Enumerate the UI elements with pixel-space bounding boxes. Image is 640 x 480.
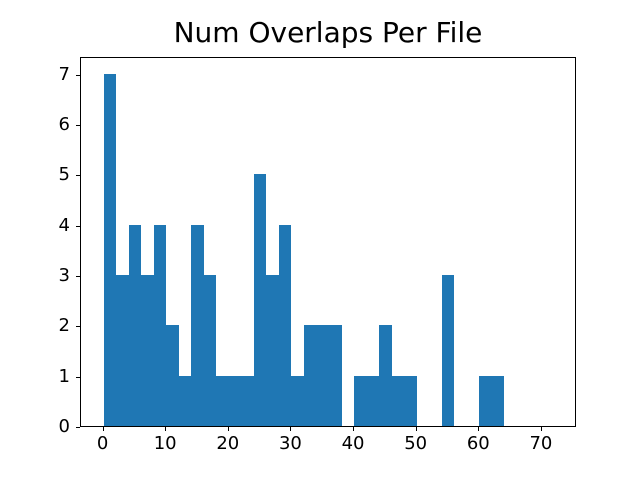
- histogram-bar: [379, 325, 392, 426]
- bars-layer: [81, 58, 575, 426]
- chart-title: Num Overlaps Per File: [173, 16, 483, 49]
- histogram-bar: [278, 224, 292, 426]
- y-axis-tick: [76, 124, 80, 126]
- histogram-bar: [103, 73, 117, 426]
- y-axis-tick-label: 2: [58, 315, 70, 337]
- x-axis-tick: [290, 427, 292, 431]
- histogram-bar: [303, 325, 317, 426]
- histogram-bar: [116, 274, 129, 426]
- x-axis-tick-label: 0: [96, 433, 109, 454]
- y-axis-tick-label: 0: [58, 416, 70, 437]
- y-axis-tick: [76, 427, 80, 428]
- y-axis-tick-label: 7: [58, 63, 70, 85]
- histogram-bar: [141, 274, 154, 426]
- histogram-bar: [253, 174, 267, 426]
- histogram-bar: [228, 375, 242, 426]
- histogram-bar: [291, 375, 304, 426]
- y-axis-tick-label: 1: [58, 365, 70, 387]
- y-axis-tick-label: 3: [58, 264, 70, 286]
- y-axis-tick-label: 5: [58, 164, 70, 186]
- histogram-bar: [329, 325, 342, 426]
- x-axis-tick: [478, 427, 480, 431]
- y-axis-tick: [76, 225, 80, 227]
- y-axis-tick: [76, 376, 80, 378]
- y-axis-tick: [76, 175, 80, 177]
- x-axis-tick-label: 70: [529, 433, 553, 454]
- x-axis-tick-label: 50: [404, 433, 428, 454]
- x-axis-tick: [165, 427, 167, 431]
- x-axis-tick-label: 30: [278, 433, 302, 454]
- y-axis-tick: [76, 275, 80, 277]
- histogram-bar: [391, 375, 405, 426]
- x-axis-tick: [227, 427, 229, 431]
- histogram-bar: [203, 274, 217, 426]
- histogram-bar: [354, 375, 367, 426]
- histogram-bar: [316, 325, 329, 426]
- histogram-bar: [153, 224, 167, 426]
- x-axis-tick: [415, 427, 417, 431]
- histogram-bar: [491, 375, 505, 426]
- histogram-bar: [128, 224, 142, 426]
- histogram-bar: [178, 375, 192, 426]
- y-axis-tick-label: 4: [58, 214, 70, 236]
- y-axis-tick-label: 6: [58, 113, 70, 135]
- histogram-bar: [441, 274, 455, 426]
- histogram-bar: [366, 375, 380, 426]
- x-axis-tick-label: 60: [466, 433, 490, 454]
- y-axis-tick: [76, 326, 80, 328]
- x-axis-tick: [102, 427, 104, 431]
- y-axis-tick: [76, 74, 80, 76]
- x-axis-tick: [353, 427, 355, 431]
- plot-area: [80, 57, 576, 427]
- histogram-bar: [241, 375, 254, 426]
- histogram-bar: [266, 274, 279, 426]
- x-axis-tick-label: 40: [341, 433, 365, 454]
- histogram-bar: [479, 375, 492, 426]
- histogram-bar: [216, 375, 229, 426]
- x-axis-tick: [540, 427, 542, 431]
- histogram-bar: [404, 375, 417, 426]
- histogram-bar: [166, 325, 179, 426]
- x-axis-tick-label: 20: [216, 433, 240, 454]
- histogram-bar: [191, 224, 204, 426]
- x-axis-tick-label: 10: [153, 433, 177, 454]
